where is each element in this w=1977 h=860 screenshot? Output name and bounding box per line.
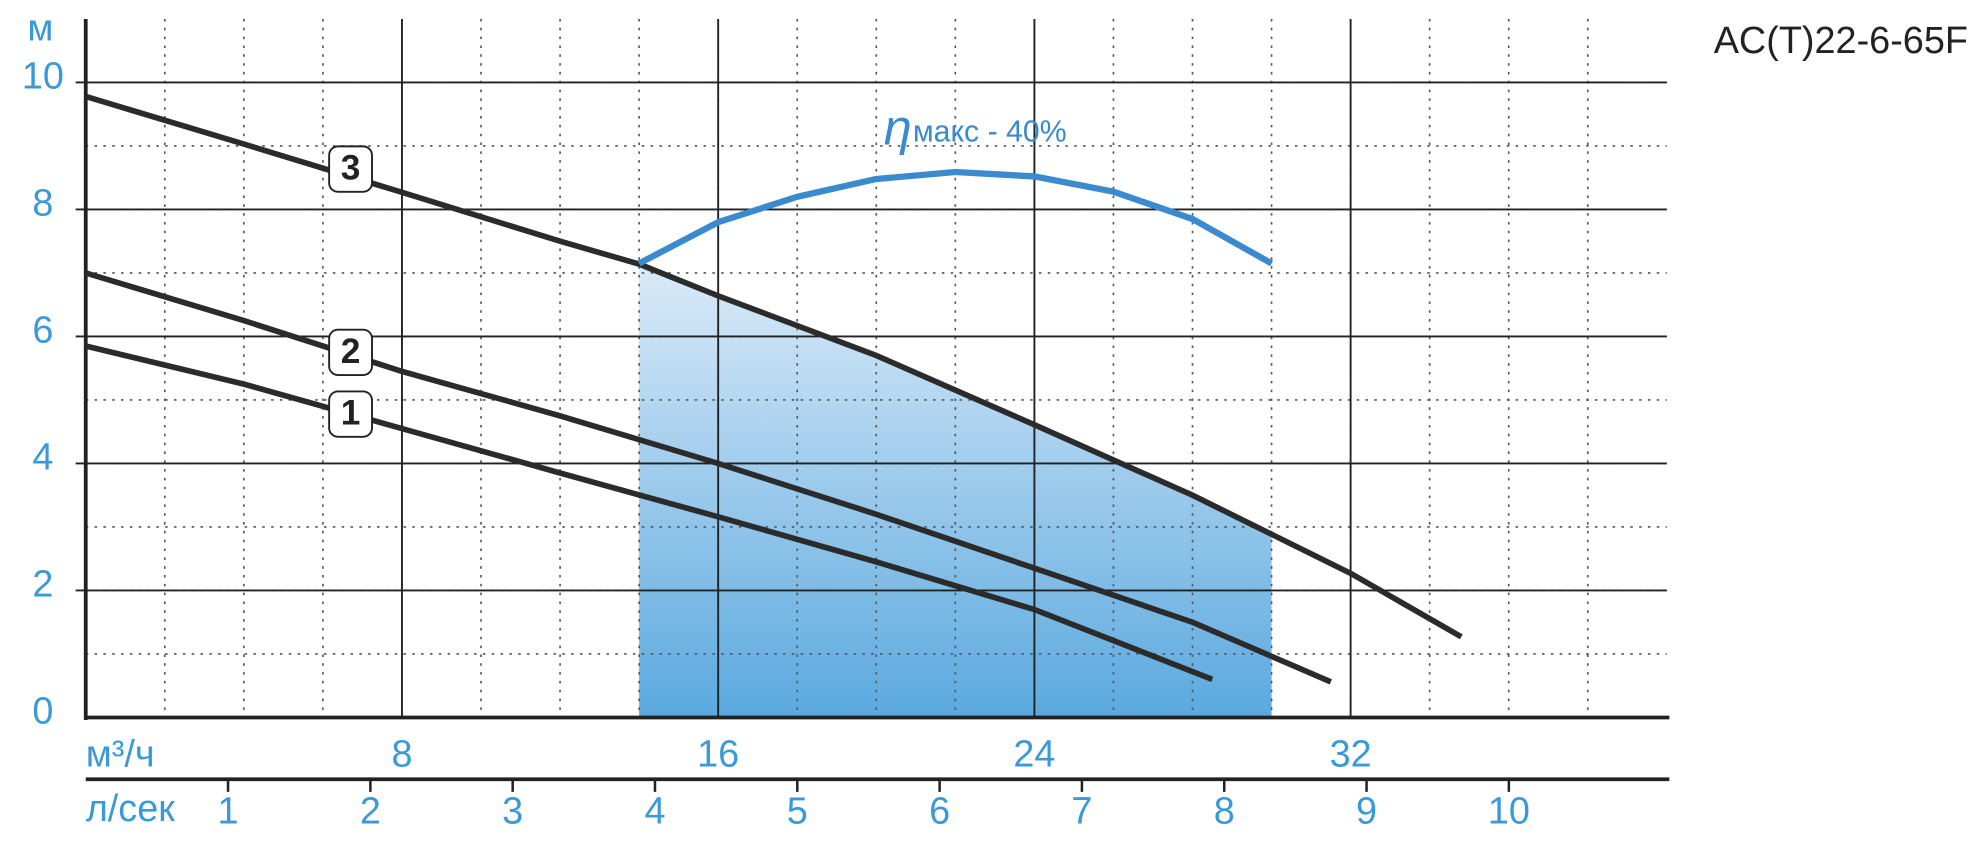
- y-tick-label: 8: [32, 183, 53, 225]
- x-unit: м³/ч: [86, 734, 155, 776]
- x2-tick-label: 3: [502, 790, 523, 832]
- x2-tick-label: 1: [218, 790, 239, 832]
- pump-curve: [85, 343, 1214, 683]
- y-tick-label: 6: [32, 310, 53, 352]
- curve-label: 2: [341, 332, 361, 371]
- y-tick-label: 4: [32, 437, 53, 479]
- x2-tick-label: 2: [360, 790, 381, 832]
- y-tick-label: 0: [32, 691, 53, 733]
- curve-label: 1: [341, 394, 361, 433]
- x2-tick-label: 9: [1356, 790, 1377, 832]
- x-tick-label: 8: [391, 734, 412, 776]
- x2-tick-label: 4: [644, 790, 665, 832]
- y-unit: м: [27, 7, 53, 49]
- pump-curve: [84, 270, 1332, 685]
- y-tick-label: 2: [32, 564, 53, 606]
- curve-label-box: [328, 145, 373, 193]
- x2-tick-label: 8: [1214, 790, 1235, 832]
- curve-label-box: [328, 328, 373, 377]
- x2-tick-label: 6: [929, 790, 950, 832]
- curve-label: 3: [341, 149, 361, 188]
- x-tick-label: 16: [697, 734, 739, 776]
- efficiency-symbol: η: [884, 99, 912, 156]
- efficiency-curve: [637, 168, 1274, 267]
- x2-tick-label: 5: [787, 790, 808, 832]
- x-tick-label: 24: [1013, 734, 1055, 776]
- curve-label-box: [328, 390, 373, 438]
- y-tick-label: 10: [22, 56, 64, 98]
- efficiency-label: макс - 40%: [913, 116, 1067, 149]
- x2-unit: л/сек: [86, 788, 176, 830]
- chart-title: AC(T)22-6-65F: [1714, 20, 1968, 62]
- operating-range: [639, 264, 1272, 718]
- x2-tick-label: 7: [1071, 790, 1092, 832]
- x-tick-label: 32: [1330, 734, 1372, 776]
- x2-tick-label: 10: [1488, 790, 1530, 832]
